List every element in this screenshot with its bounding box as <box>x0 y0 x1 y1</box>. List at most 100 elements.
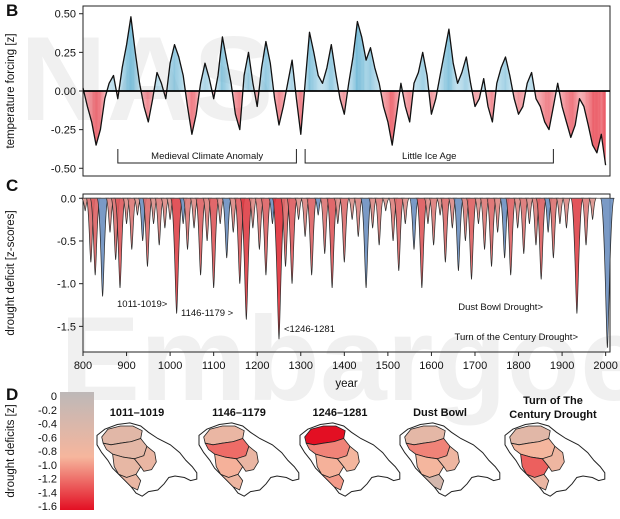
drought-event-spike <box>524 197 534 224</box>
warm-forcing-fill <box>178 57 180 91</box>
warm-forcing-fill <box>462 66 464 91</box>
colorbar-tick-label: -1.2 <box>38 474 57 486</box>
colorbar-tick-label: 0 <box>51 391 57 403</box>
warm-forcing-fill <box>176 49 178 91</box>
cool-forcing-fill <box>238 91 239 127</box>
drought-event-spike <box>504 197 517 276</box>
warm-forcing-fill <box>170 59 171 91</box>
drought-event-spike <box>338 197 351 263</box>
warm-forcing-fill <box>133 38 135 91</box>
cool-forcing-fill <box>519 91 521 113</box>
cool-forcing-fill <box>603 91 605 159</box>
warm-forcing-fill <box>441 61 443 91</box>
warm-forcing-fill <box>265 41 266 91</box>
warm-forcing-fill <box>332 50 333 91</box>
drought-event-spike <box>194 197 207 276</box>
drought-event-spike <box>95 197 110 297</box>
drought-event-spike <box>319 197 331 254</box>
panel-b-ylabel: temperature forcing [z] <box>5 33 17 148</box>
warm-forcing-fill <box>375 70 377 91</box>
warm-forcing-fill <box>418 68 420 91</box>
cool-forcing-fill <box>563 91 565 116</box>
warm-forcing-fill <box>126 39 128 91</box>
panel-d-letter: D <box>6 385 18 404</box>
warm-forcing-fill <box>320 80 322 91</box>
panel-c-xtick-label: 900 <box>117 360 135 372</box>
cool-forcing-fill <box>475 91 477 105</box>
warm-forcing-fill <box>464 60 466 91</box>
cool-forcing-fill <box>343 91 345 115</box>
warm-forcing-fill <box>325 70 327 91</box>
warm-forcing-fill <box>529 74 531 91</box>
drought-event-spike <box>221 197 233 259</box>
panel-c-xtick-label: 800 <box>74 360 92 372</box>
cool-forcing-fill <box>489 91 491 116</box>
warm-forcing-fill <box>373 63 375 91</box>
panel-b-letter: B <box>6 1 18 20</box>
warm-forcing-fill <box>110 78 112 91</box>
cool-forcing-fill <box>565 91 567 122</box>
cool-forcing-fill <box>589 91 590 134</box>
drought-event-spike <box>534 197 548 280</box>
cool-forcing-fill <box>580 91 582 102</box>
warm-forcing-fill <box>179 60 181 91</box>
warm-forcing-fill <box>170 55 172 91</box>
cool-forcing-fill <box>543 91 545 122</box>
temperature-forcing-line <box>82 16 607 166</box>
panel-c-ytick-label: -1.5 <box>57 321 76 333</box>
warm-forcing-fill <box>330 44 332 91</box>
warm-forcing-fill <box>313 52 315 91</box>
cool-forcing-fill <box>279 91 281 122</box>
warm-forcing-fill <box>204 63 206 91</box>
warm-forcing-fill <box>175 47 177 91</box>
cool-forcing-fill <box>550 91 552 121</box>
warm-forcing-fill <box>204 63 205 91</box>
cool-forcing-fill <box>389 91 391 136</box>
warm-forcing-fill <box>366 57 367 91</box>
period-label: Little Ice Age <box>402 151 456 162</box>
drought-event-spike <box>347 197 357 220</box>
warm-forcing-fill <box>262 57 264 91</box>
warm-forcing-fill <box>173 44 175 91</box>
cool-forcing-fill <box>342 91 344 112</box>
warm-forcing-fill <box>128 27 130 91</box>
warm-forcing-fill <box>224 46 225 91</box>
colorbar-tick-label: -1.0 <box>38 460 57 472</box>
cool-forcing-fill <box>568 91 570 132</box>
warm-forcing-fill <box>265 41 267 91</box>
cool-forcing-fill <box>549 91 551 125</box>
warm-forcing-fill <box>309 32 311 91</box>
cool-forcing-fill <box>90 91 92 122</box>
drought-event-spike <box>408 197 420 250</box>
cool-forcing-fill <box>88 91 90 113</box>
panel-c-xtick-label: 1400 <box>332 360 356 372</box>
cool-forcing-fill <box>385 91 387 116</box>
cool-forcing-fill <box>491 91 493 122</box>
cool-forcing-fill <box>237 91 239 124</box>
cool-forcing-fill <box>476 91 478 104</box>
warm-forcing-fill <box>134 45 136 91</box>
cool-forcing-fill <box>538 91 540 105</box>
map-region <box>118 473 142 491</box>
cool-forcing-fill <box>98 91 100 136</box>
cool-forcing-fill <box>144 91 146 113</box>
drought-event-spike <box>415 197 429 289</box>
cool-forcing-fill <box>393 91 394 139</box>
warm-forcing-fill <box>125 44 127 91</box>
warm-forcing-fill <box>112 75 114 91</box>
warm-forcing-fill <box>314 57 316 91</box>
cool-forcing-fill <box>582 91 583 105</box>
cool-forcing-fill <box>589 91 591 138</box>
warm-forcing-fill <box>354 35 356 91</box>
cool-forcing-fill <box>569 91 571 138</box>
panel-c-xtick-label: 1100 <box>202 360 226 372</box>
warm-forcing-fill <box>352 57 354 91</box>
map-region <box>235 445 259 472</box>
cool-forcing-fill <box>386 91 388 119</box>
cool-forcing-fill <box>539 91 541 107</box>
drought-event-spike <box>248 197 258 229</box>
warm-forcing-fill <box>130 16 132 91</box>
map-title: Dust Bowl <box>413 407 467 419</box>
cool-forcing-fill <box>488 91 490 113</box>
drought-maps-panel: 0 -0.2 -0.4-0.6 -0.8 -1.0 -1.2-1.4 -1.6 drought… <box>5 391 606 513</box>
